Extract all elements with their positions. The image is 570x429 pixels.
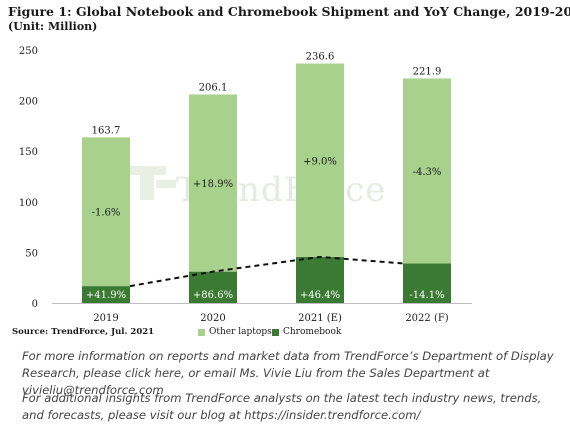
y-tick-label: 250: [19, 46, 38, 57]
footer-info-display-research: For more information on reports and mark…: [22, 349, 554, 397]
y-tick-label: 50: [25, 248, 38, 259]
legend-label-chromebook: Chromebook: [283, 327, 342, 337]
y-tick-label: 150: [19, 147, 38, 158]
chart-subtitle: (Unit: Million): [8, 20, 98, 33]
bar-other-laptops: [296, 63, 344, 257]
bar-total-label: 221.9: [413, 66, 442, 77]
bar-chromebook: [189, 271, 237, 303]
chromebook-trend-line: [129, 255, 404, 288]
bar-total-label: 206.1: [199, 82, 228, 93]
yoy-label-chromebook: +86.6%: [193, 290, 233, 301]
legend-swatch-other-laptops: [198, 328, 205, 336]
legend-item-chromebook: Chromebook: [272, 327, 341, 337]
footer-info-blog: For additional insights from TrendForce …: [22, 391, 542, 422]
source-note: Source: TrendForce, Jul. 2021: [12, 327, 155, 337]
stacked-bar-chart: TrendForce 0 50 100 150 200 250 163.7 -1.6% +41.…: [19, 46, 472, 324]
x-tick-label: 2021 (E): [298, 313, 342, 324]
yoy-label-other-laptops: -4.3%: [413, 167, 442, 178]
legend-swatch-chromebook: [272, 328, 279, 336]
bar-other-laptops: [189, 94, 237, 272]
yoy-label-other-laptops: +9.0%: [303, 156, 337, 167]
legend-label-other-laptops: Other laptops: [209, 327, 272, 337]
x-tick-label: 2019: [93, 313, 118, 324]
x-tick-label: 2020: [200, 313, 225, 324]
yoy-label-chromebook: -14.1%: [409, 290, 444, 301]
legend-item-other-laptops: Other laptops: [198, 327, 272, 337]
yoy-label-other-laptops: -1.6%: [92, 208, 121, 219]
yoy-label-other-laptops: +18.9%: [193, 179, 233, 190]
bar-total-label: 163.7: [92, 125, 121, 136]
bar-other-laptops: [82, 137, 130, 287]
trendforce-watermark: TrendForce: [128, 166, 385, 210]
yoy-label-chromebook: +41.9%: [86, 290, 126, 301]
y-tick-label: 100: [19, 198, 38, 209]
chart-title: Figure 1: Global Notebook and Chromebook…: [8, 4, 570, 19]
y-tick-label: 200: [19, 97, 38, 108]
y-tick-label: 0: [32, 299, 38, 310]
bar-other-laptops: [403, 78, 451, 264]
x-tick-label: 2022 (F): [405, 313, 448, 324]
bar-chromebook: [296, 256, 344, 303]
bar-chromebook: [82, 286, 130, 303]
yoy-label-chromebook: +46.4%: [300, 290, 340, 301]
bar-chromebook: [403, 263, 451, 303]
bar-total-label: 236.6: [306, 52, 335, 63]
trendforce-logo-icon: [128, 166, 176, 200]
